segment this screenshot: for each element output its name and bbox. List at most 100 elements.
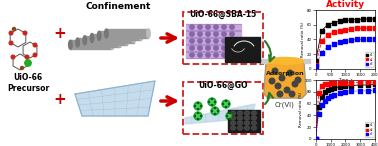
- Point: [355, 19, 361, 21]
- Ellipse shape: [245, 126, 249, 130]
- Text: +: +: [54, 27, 67, 41]
- Point: [325, 83, 331, 85]
- Text: UiO-66
Precursor: UiO-66 Precursor: [7, 73, 49, 93]
- Circle shape: [196, 104, 200, 108]
- Circle shape: [213, 109, 217, 113]
- Circle shape: [190, 32, 194, 36]
- Circle shape: [210, 100, 214, 104]
- Point: [342, 85, 349, 87]
- Point: [372, 18, 378, 20]
- Point: [313, 60, 319, 62]
- Point: [336, 20, 342, 22]
- Text: Confinement: Confinement: [85, 2, 151, 11]
- Circle shape: [228, 103, 229, 105]
- Circle shape: [292, 81, 298, 87]
- FancyBboxPatch shape: [183, 82, 263, 134]
- Bar: [186, 31, 241, 37]
- Point: [330, 43, 336, 45]
- Bar: [225, 37, 260, 62]
- Circle shape: [230, 53, 234, 57]
- Ellipse shape: [245, 116, 249, 120]
- Point: [336, 81, 342, 84]
- Circle shape: [194, 115, 195, 117]
- Point: [357, 90, 363, 92]
- Circle shape: [198, 53, 202, 57]
- Bar: [92, 33, 134, 42]
- Point: [319, 51, 325, 54]
- Point: [316, 92, 322, 94]
- Circle shape: [226, 115, 228, 117]
- Point: [319, 29, 325, 32]
- Point: [366, 38, 372, 40]
- Circle shape: [287, 70, 293, 76]
- Text: Cr(VI): Cr(VI): [275, 102, 295, 108]
- Point: [330, 87, 336, 89]
- Ellipse shape: [105, 29, 108, 38]
- Point: [327, 82, 333, 84]
- Point: [342, 19, 349, 22]
- Point: [330, 94, 336, 96]
- Circle shape: [230, 46, 234, 50]
- Point: [313, 138, 319, 140]
- Point: [349, 90, 355, 93]
- Ellipse shape: [125, 36, 129, 45]
- Circle shape: [20, 66, 23, 69]
- Circle shape: [229, 118, 231, 120]
- Ellipse shape: [98, 31, 101, 40]
- Point: [322, 83, 328, 86]
- Point: [349, 81, 355, 84]
- Point: [336, 29, 342, 32]
- Circle shape: [214, 107, 215, 109]
- Text: UiO-66@SBA-15: UiO-66@SBA-15: [189, 10, 257, 19]
- Circle shape: [197, 112, 198, 114]
- Polygon shape: [264, 61, 306, 98]
- Ellipse shape: [139, 31, 143, 40]
- Circle shape: [230, 39, 234, 43]
- Point: [355, 38, 361, 41]
- Circle shape: [275, 83, 281, 89]
- Circle shape: [269, 78, 275, 84]
- Point: [372, 38, 378, 40]
- Point: [325, 89, 331, 91]
- Circle shape: [12, 27, 15, 31]
- Circle shape: [211, 110, 212, 112]
- Circle shape: [272, 68, 278, 74]
- Circle shape: [9, 31, 13, 35]
- Circle shape: [279, 75, 285, 81]
- Circle shape: [211, 104, 212, 106]
- Circle shape: [214, 46, 218, 50]
- Ellipse shape: [231, 126, 235, 130]
- Circle shape: [25, 60, 31, 66]
- Circle shape: [198, 46, 202, 50]
- Point: [349, 28, 355, 30]
- Ellipse shape: [237, 121, 243, 125]
- Point: [316, 113, 322, 115]
- Circle shape: [232, 115, 234, 117]
- Point: [357, 81, 363, 83]
- Point: [330, 31, 336, 33]
- Bar: [85, 36, 127, 45]
- Point: [342, 40, 349, 42]
- Point: [342, 29, 349, 31]
- Circle shape: [190, 53, 194, 57]
- Point: [349, 19, 355, 21]
- Point: [313, 64, 319, 66]
- Point: [319, 40, 325, 42]
- Point: [360, 18, 366, 20]
- Circle shape: [190, 25, 194, 29]
- Circle shape: [214, 53, 218, 57]
- Circle shape: [194, 102, 202, 110]
- Point: [330, 82, 336, 84]
- Point: [313, 138, 319, 140]
- Point: [349, 84, 355, 87]
- Point: [325, 46, 331, 48]
- Point: [372, 89, 378, 91]
- Circle shape: [228, 114, 232, 118]
- Title: Activity: Activity: [326, 0, 365, 9]
- Ellipse shape: [111, 40, 114, 49]
- Point: [327, 88, 333, 90]
- Circle shape: [190, 39, 194, 43]
- Point: [316, 105, 322, 108]
- Ellipse shape: [68, 40, 72, 49]
- Bar: [186, 24, 241, 30]
